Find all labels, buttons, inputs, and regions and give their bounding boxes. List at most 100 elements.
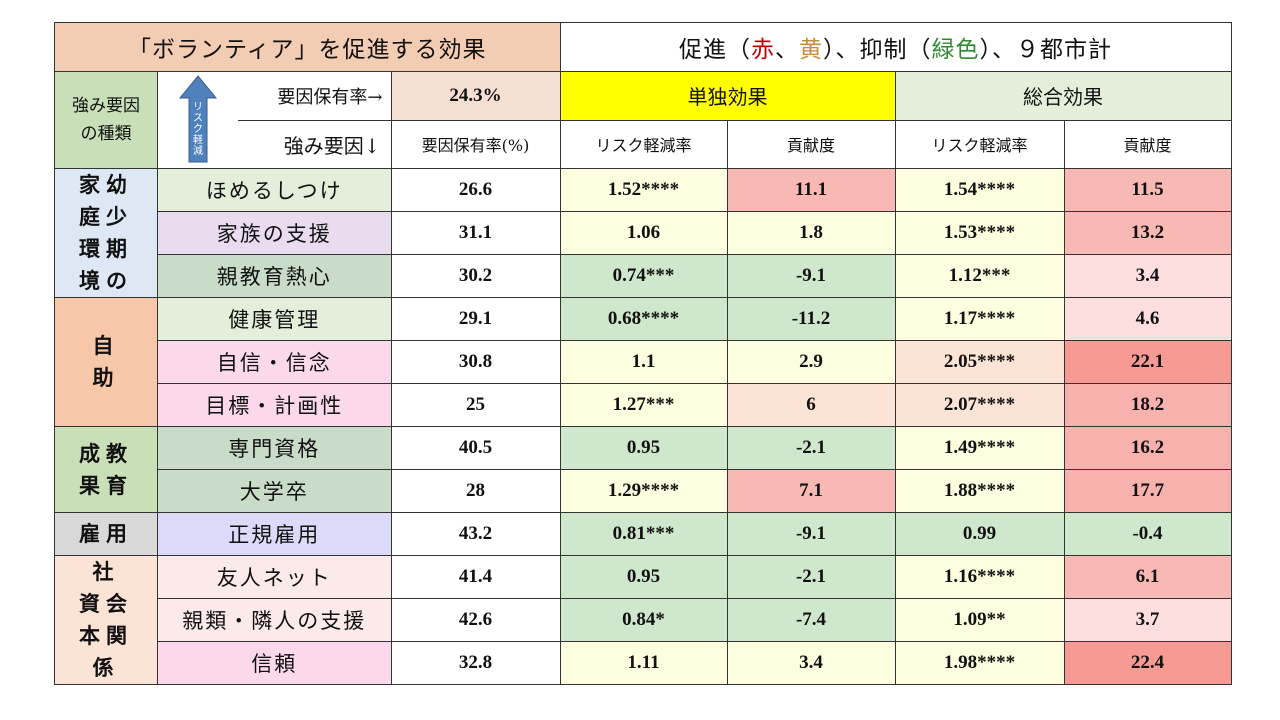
category-label-line: 資会 — [79, 591, 133, 616]
total-contribution-header: 貢献度 — [1063, 119, 1232, 169]
arrow-label-char: ク — [193, 123, 203, 135]
category-label-line: 自 — [92, 333, 120, 358]
category-cell: 家幼 庭少 環期 境の — [54, 168, 158, 298]
total-risk-reduction-cell: 2.05**** — [894, 340, 1065, 384]
table-row: 親類・隣人の支援 42.6 0.84* -7.4 1.09** 3.7 — [55, 598, 1232, 642]
single-contribution-header: 貢献度 — [726, 119, 896, 169]
table-row: 目標・計画性 25 1.27*** 6 2.07**** 18.2 — [55, 383, 1232, 427]
factor-name-cell: 目標・計画性 — [157, 383, 392, 427]
holding-rate-cell: 40.5 — [390, 426, 561, 470]
single-risk-reduction-cell: 1.1 — [559, 340, 728, 384]
single-risk-reduction-cell: 1.11 — [559, 641, 728, 685]
category-cell: 自助 — [54, 297, 158, 427]
total-risk-reduction-cell: 1.17**** — [894, 297, 1065, 341]
single-contribution-cell: 7.1 — [726, 469, 896, 513]
total-contribution-cell: 22.1 — [1063, 340, 1232, 384]
single-risk-reduction-cell: 0.84* — [559, 598, 728, 642]
single-contribution-cell: -9.1 — [726, 254, 896, 298]
category-header: 強み要因 の種類 — [54, 71, 158, 169]
table-row: 家幼 庭少 環期 境の ほめるしつけ 26.6 1.52**** 11.1 1.54**** 11… — [54, 168, 1232, 298]
table-row: 社資会 本関係友人ネット 41.4 0.95 -2.1 1.16**** 6.1 — [54, 555, 1232, 685]
total-risk-reduction-cell: 1.54**** — [894, 168, 1065, 212]
title-prefix: 促進（ — [679, 37, 751, 63]
total-risk-reduction-cell: 0.99 — [894, 512, 1065, 556]
total-contribution-cell: 3.4 — [1063, 254, 1232, 298]
category-label-line: 家幼 — [79, 172, 133, 197]
single-risk-reduction-header: リスク軽減率 — [559, 119, 728, 169]
single-contribution-cell: 1.8 — [726, 211, 896, 255]
holding-rate-cell: 42.6 — [390, 598, 561, 642]
title-green-text: 緑色 — [931, 37, 980, 63]
table-row: 大学卒 28 1.29**** 7.1 1.88**** 17.7 — [55, 469, 1232, 513]
total-risk-reduction-cell: 1.16**** — [894, 555, 1065, 599]
category-header-line-2: の種類 — [80, 124, 132, 144]
factor-name-cell: 正規雇用 — [157, 512, 392, 556]
holding-rate-cell: 30.2 — [390, 254, 561, 298]
single-contribution-cell: 11.1 — [726, 168, 896, 212]
category-label-line: 雇用 — [79, 521, 133, 546]
category-cell: 成教 果育 — [54, 426, 158, 513]
single-risk-reduction-cell: 0.95 — [559, 555, 728, 599]
category-label-line: 社 — [92, 559, 120, 584]
total-contribution-cell: 4.6 — [1063, 297, 1232, 341]
holding-rate-cell: 43.2 — [390, 512, 561, 556]
arrow-label-char: リ — [193, 102, 203, 113]
category-label-line: 助 — [92, 365, 120, 390]
title-red-text: 赤 — [751, 37, 775, 63]
arrow-label-char: ス — [193, 113, 203, 124]
single-risk-reduction-cell: 1.29**** — [559, 469, 728, 513]
table-row: 家族の支援 31.1 1.06 1.8 1.53**** 13.2 — [55, 211, 1232, 255]
total-contribution-cell: 3.7 — [1063, 598, 1232, 642]
arrow-label: リスク軽減 — [193, 102, 203, 157]
total-risk-reduction-cell: 1.98**** — [894, 641, 1065, 685]
category-cell: 社資会 本関係 — [54, 555, 158, 685]
total-risk-reduction-cell: 1.09** — [894, 598, 1065, 642]
holding-rate-value: 24.3% — [390, 71, 561, 121]
factor-name-cell: 健康管理 — [157, 297, 392, 341]
total-contribution-cell: 16.2 — [1063, 426, 1232, 470]
total-risk-reduction-cell: 1.12*** — [894, 254, 1065, 298]
single-contribution-cell: 2.9 — [726, 340, 896, 384]
category-label-line: 係 — [92, 655, 120, 680]
holding-rate-cell: 32.8 — [390, 641, 561, 685]
total-contribution-cell: 17.7 — [1063, 469, 1232, 513]
table-row: 自助健康管理 29.1 0.68**** -11.2 1.17**** 4.6 — [54, 297, 1232, 427]
factor-name-cell: 家族の支援 — [157, 211, 392, 255]
factor-name-cell: 専門資格 — [157, 426, 392, 470]
holding-rate-column-header: 要因保有率(%) — [390, 119, 561, 169]
category-label-line: 環期 — [79, 236, 133, 261]
table-row: 自信・信念 30.8 1.1 2.9 2.05**** 22.1 — [55, 340, 1232, 384]
total-risk-reduction-cell: 1.53**** — [894, 211, 1065, 255]
single-contribution-cell: -11.2 — [726, 297, 896, 341]
strength-factor-label: 強み要因↓ — [238, 119, 392, 169]
total-contribution-cell: 13.2 — [1063, 211, 1232, 255]
total-risk-reduction-cell: 2.07**** — [894, 383, 1065, 427]
holding-rate-cell: 29.1 — [390, 297, 561, 341]
total-contribution-cell: 6.1 — [1063, 555, 1232, 599]
category-label-line: 本関 — [79, 623, 133, 648]
holding-rate-label: 要因保有率→ — [238, 71, 392, 121]
factor-name-cell: 自信・信念 — [157, 340, 392, 384]
total-contribution-cell: 18.2 — [1063, 383, 1232, 427]
holding-rate-cell: 31.1 — [390, 211, 561, 255]
factor-name-cell: 親教育熱心 — [157, 254, 392, 298]
risk-reduction-arrow-icon: リスク軽減 — [178, 75, 218, 163]
title-middle: ）、抑制（ — [823, 37, 932, 63]
single-risk-reduction-cell: 1.06 — [559, 211, 728, 255]
single-contribution-cell: -9.1 — [726, 512, 896, 556]
total-effect-header: 総合効果 — [894, 71, 1232, 121]
factor-name-cell: 友人ネット — [157, 555, 392, 599]
single-contribution-cell: -2.1 — [726, 555, 896, 599]
single-risk-reduction-cell: 1.52**** — [559, 168, 728, 212]
table-row: 信頼 32.8 1.11 3.4 1.98**** 22.4 — [55, 641, 1232, 685]
category-label-line: 境の — [79, 268, 133, 293]
category-cell: 雇用 — [54, 512, 158, 556]
table-title-right: 促進（赤、黄）、抑制（緑色）、９都市計 — [559, 22, 1232, 72]
factor-name-cell: 信頼 — [157, 641, 392, 685]
category-label-line: 庭少 — [79, 204, 133, 229]
total-contribution-cell: 11.5 — [1063, 168, 1232, 212]
category-label-line: 成教 — [79, 440, 133, 466]
total-risk-reduction-cell: 1.49**** — [894, 426, 1065, 470]
holding-rate-cell: 28 — [390, 469, 561, 513]
factor-name-cell: 大学卒 — [157, 469, 392, 513]
